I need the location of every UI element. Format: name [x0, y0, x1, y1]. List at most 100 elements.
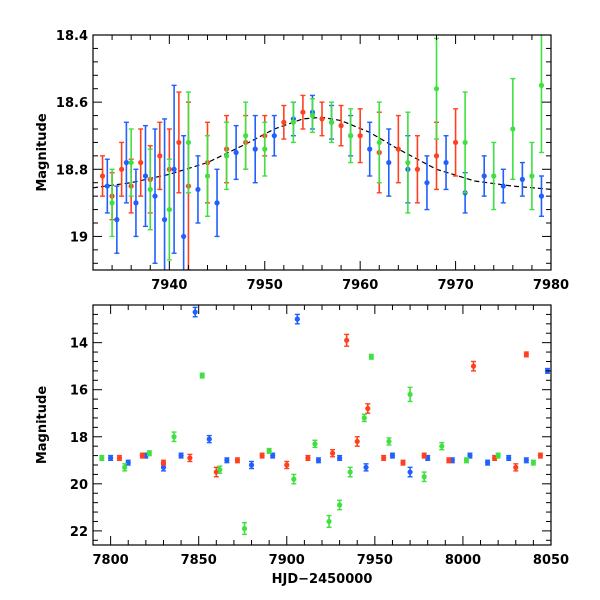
- top-data-point: [157, 153, 163, 159]
- bottom-data-point: [484, 460, 491, 466]
- top-data-point: [204, 173, 211, 179]
- top-data-point: [433, 153, 440, 159]
- bottom-data-point: [99, 455, 105, 461]
- bottom-data-point: [192, 309, 198, 315]
- bottom-data-point: [537, 452, 544, 459]
- bottom-x-tick-label: 7900: [269, 553, 305, 568]
- bottom-x-tick-label: 8000: [445, 553, 481, 568]
- bottom-data-point: [386, 438, 392, 445]
- bottom-data-point: [470, 363, 477, 369]
- bottom-y-tick-label: 18: [70, 431, 88, 446]
- bottom-data-point: [108, 455, 114, 461]
- bottom-data-point: [199, 372, 205, 379]
- top-data-point: [123, 159, 129, 166]
- bottom-data-point: [523, 457, 529, 463]
- top-data-point: [166, 206, 172, 213]
- top-data-point: [223, 153, 230, 159]
- top-data-point: [271, 133, 277, 139]
- top-y-tick-label: 18.6: [56, 96, 88, 111]
- top-data-point: [538, 82, 545, 88]
- top-data-point: [290, 119, 296, 125]
- bottom-data-point: [171, 434, 177, 440]
- bottom-data-point: [513, 464, 519, 470]
- bottom-data-point: [506, 455, 512, 461]
- bottom-data-point: [291, 476, 297, 482]
- bottom-data-point: [294, 316, 300, 322]
- bottom-y-tick-label: 22: [70, 525, 88, 540]
- bottom-data-point: [400, 460, 406, 466]
- top-data-point: [348, 133, 354, 139]
- bottom-data-point: [217, 467, 223, 473]
- bottom-data-point: [326, 518, 332, 525]
- bottom-data-point: [248, 462, 255, 468]
- bottom-x-tick-label: 8050: [533, 553, 569, 568]
- top-data-point: [405, 159, 411, 166]
- top-data-point: [500, 183, 506, 189]
- bottom-plot-area: [99, 306, 551, 536]
- top-y-tick-label: 19: [70, 230, 88, 245]
- bottom-data-point: [266, 448, 272, 454]
- bottom-data-point: [160, 460, 167, 466]
- bottom-data-point: [241, 525, 248, 532]
- bottom-data-point: [178, 452, 184, 459]
- top-data-point: [338, 123, 344, 129]
- bottom-data-point: [446, 457, 452, 463]
- top-data-point: [386, 159, 392, 166]
- bottom-data-point: [284, 462, 290, 468]
- bottom-data-point: [146, 450, 152, 456]
- bottom-y-axis-title: Magnitude: [35, 386, 50, 465]
- bottom-data-point: [329, 450, 336, 456]
- bottom-data-point: [421, 474, 427, 480]
- top-data-point: [433, 86, 440, 92]
- bottom-data-point: [122, 464, 128, 470]
- bottom-data-point: [467, 452, 473, 459]
- top-data-point: [491, 173, 497, 179]
- bottom-data-point: [116, 455, 123, 461]
- top-data-point: [142, 173, 149, 179]
- top-data-point: [99, 173, 106, 179]
- bottom-data-point: [234, 457, 241, 463]
- top-data-point: [161, 217, 168, 223]
- bottom-data-point: [187, 455, 193, 461]
- top-data-point: [357, 133, 363, 139]
- top-data-point: [529, 173, 535, 179]
- top-data-point: [309, 112, 316, 119]
- top-x-tick-label: 7960: [342, 278, 378, 293]
- top-data-point: [181, 233, 187, 240]
- bottom-data-point: [407, 391, 413, 398]
- top-data-point: [214, 200, 220, 206]
- top-x-tick-label: 7970: [437, 278, 473, 293]
- top-data-point: [395, 146, 401, 152]
- bottom-data-point: [365, 405, 371, 412]
- bottom-data-point: [224, 457, 230, 463]
- bottom-data-point: [337, 502, 343, 508]
- top-data-point: [262, 146, 268, 152]
- bottom-data-point: [206, 436, 212, 442]
- top-data-point: [104, 183, 110, 189]
- top-y-axis-title: Magnitude: [35, 113, 50, 192]
- bottom-data-point: [363, 464, 369, 470]
- top-data-point: [367, 146, 373, 152]
- top-data-point: [133, 200, 139, 206]
- bottom-data-point: [463, 457, 470, 463]
- top-data-point: [452, 139, 459, 146]
- top-y-tick-label: 18.8: [56, 163, 88, 178]
- top-data-point: [300, 109, 306, 115]
- bottom-data-point: [439, 443, 445, 449]
- top-data-point: [233, 149, 239, 156]
- top-data-point: [176, 139, 182, 146]
- top-x-tick-label: 7980: [533, 278, 569, 293]
- top-data-point: [152, 193, 158, 199]
- bottom-y-tick-label: 16: [70, 384, 88, 399]
- bottom-data-point: [344, 337, 350, 343]
- top-data-point: [128, 159, 134, 166]
- top-data-point: [424, 180, 430, 186]
- bottom-data-point: [389, 452, 396, 459]
- top-data-point: [252, 146, 258, 152]
- bottom-x-tick-label: 7850: [181, 553, 217, 568]
- top-data-point: [481, 173, 487, 179]
- bottom-data-point: [312, 441, 318, 447]
- bottom-panel: 7800 7850 7900 7950 8000 8050 14 16 18 20 22 Magnit…: [35, 304, 569, 587]
- top-y-tick-label: 18.4: [56, 29, 88, 44]
- bottom-data-point: [530, 460, 536, 466]
